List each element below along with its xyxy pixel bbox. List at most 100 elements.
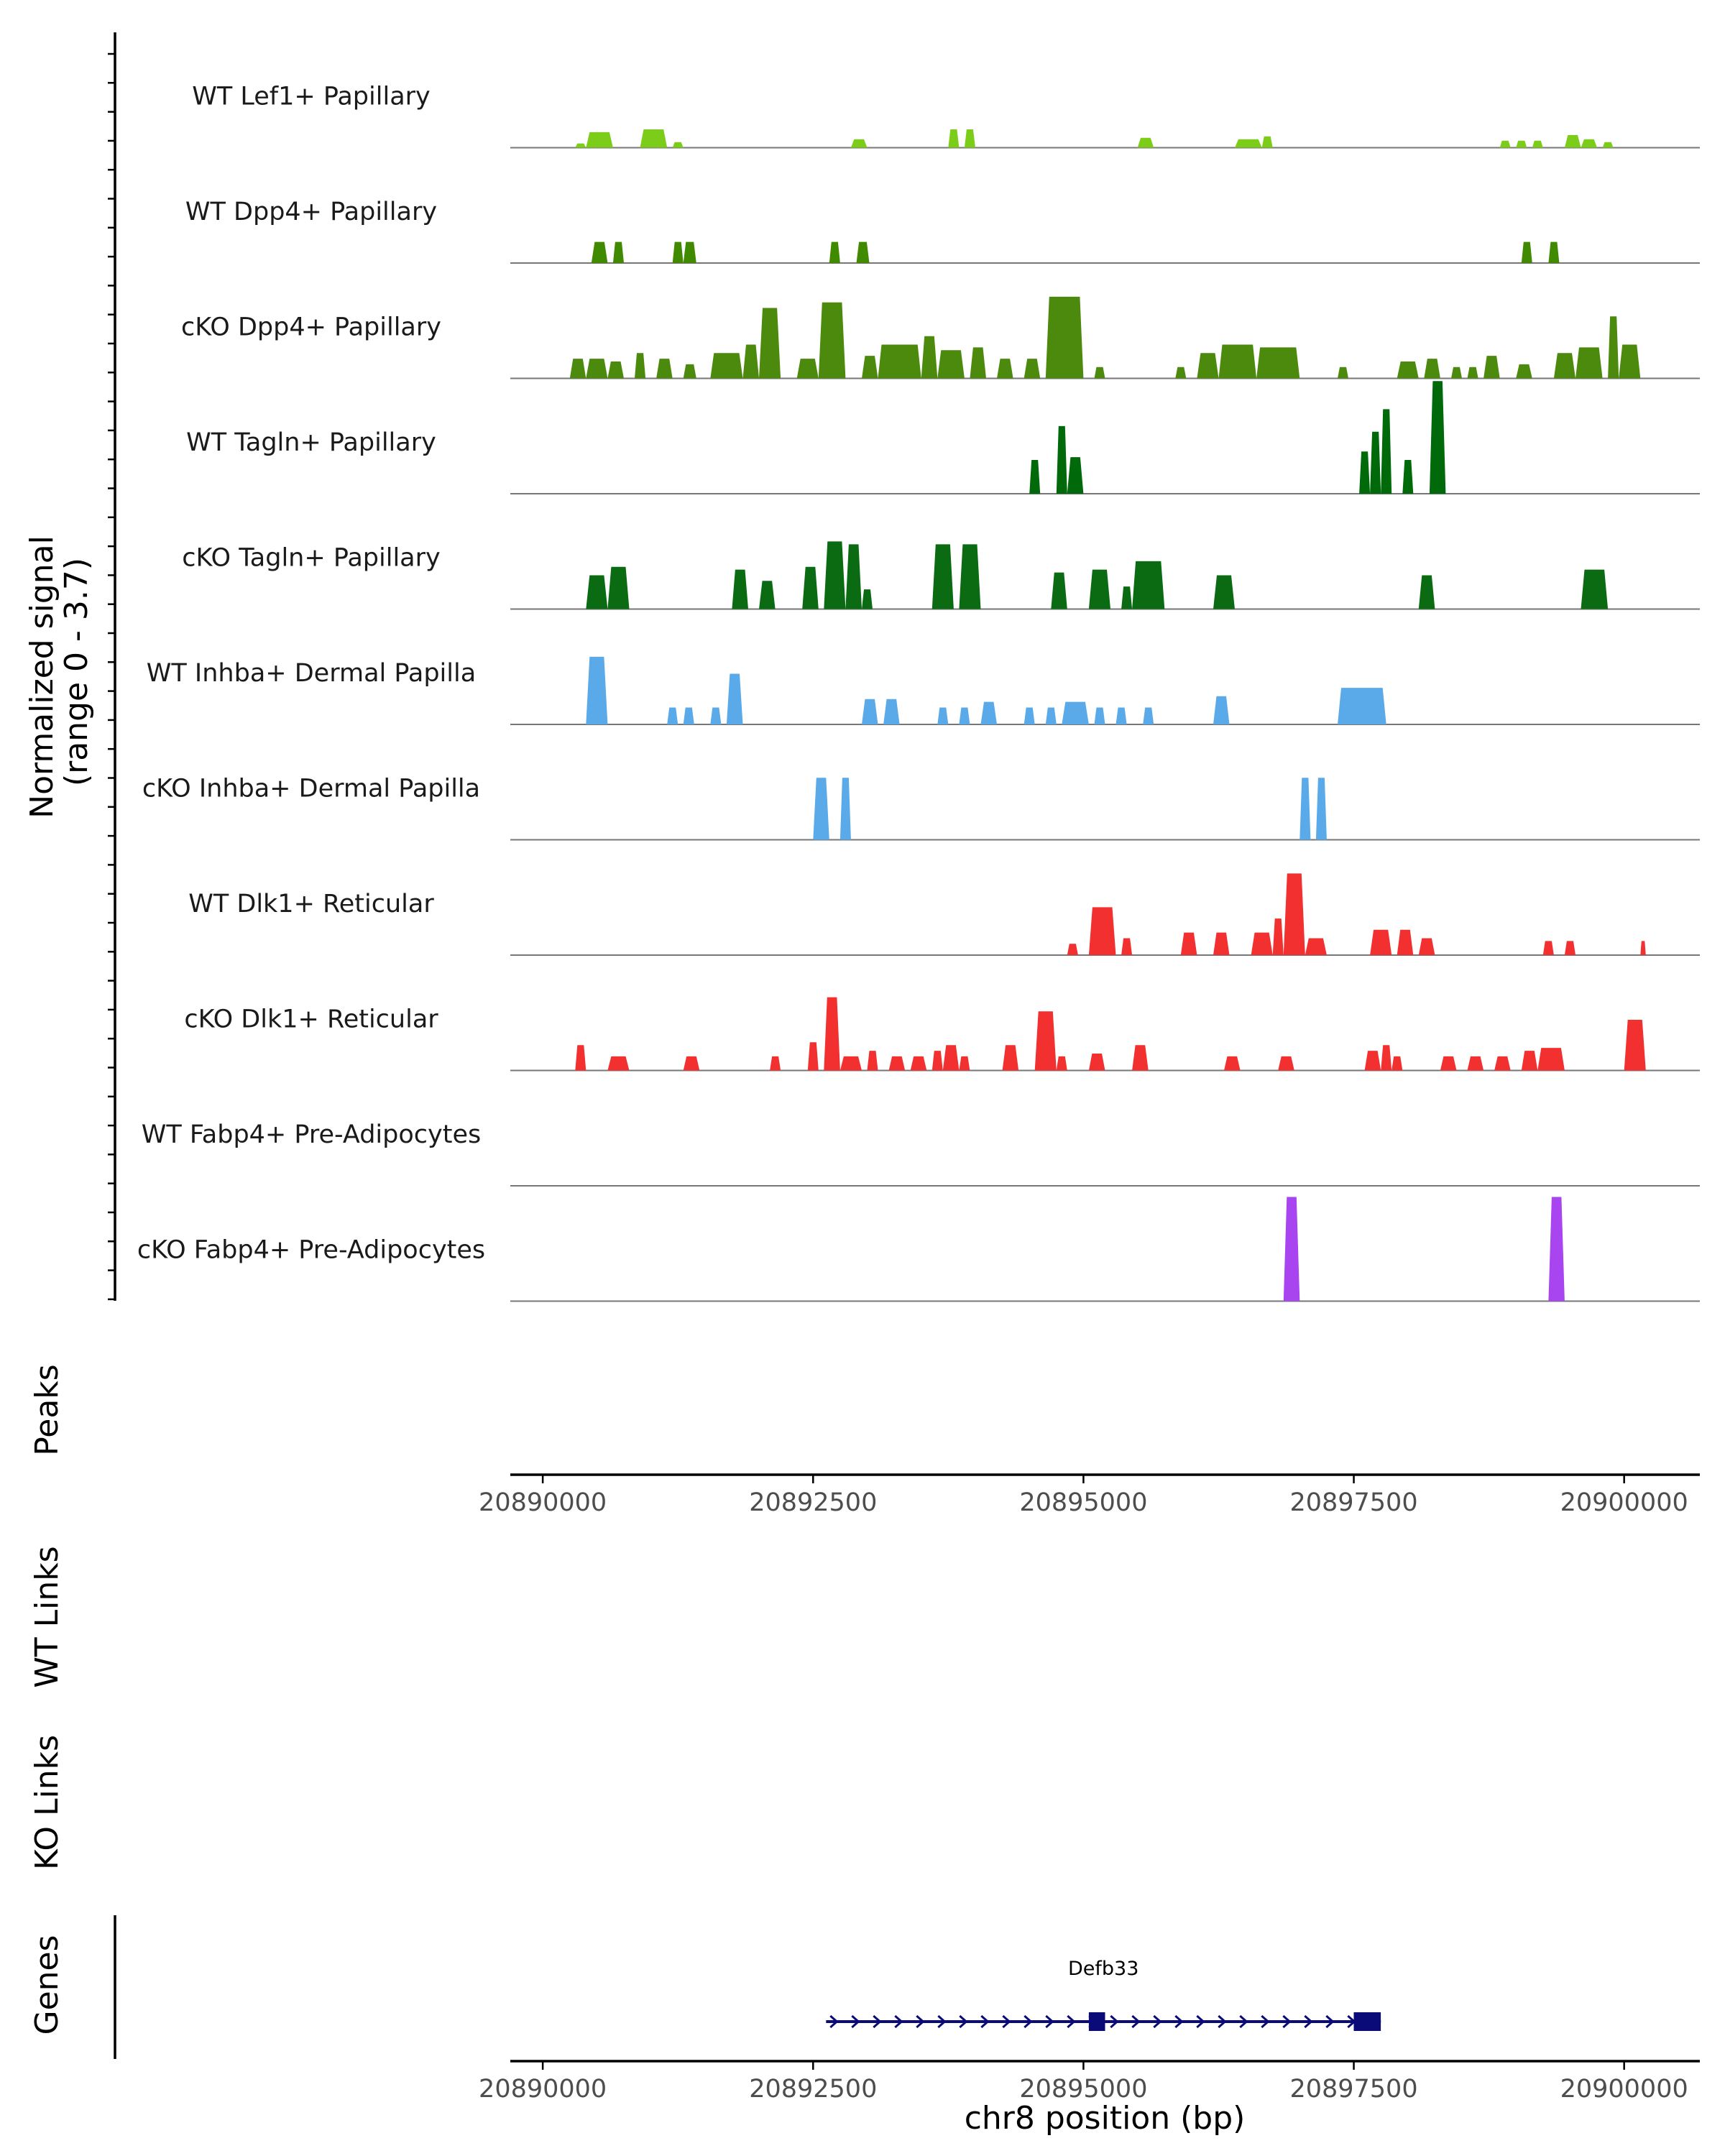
signal-peak	[970, 347, 986, 379]
signal-peak	[1548, 241, 1560, 263]
signal-peak	[1132, 1045, 1149, 1071]
track-label: cKO Inhba+ Dermal Papilla	[142, 775, 480, 803]
signal-peak	[1521, 241, 1532, 263]
signal-peak	[726, 673, 743, 724]
signal-peak	[910, 1056, 927, 1071]
signal-peak	[1213, 696, 1230, 724]
signal-peak	[796, 359, 819, 379]
signal-peak	[586, 656, 608, 724]
signal-peak	[1143, 707, 1154, 724]
signal-peak	[1235, 139, 1262, 148]
x-tick-label: 20890000	[479, 1488, 607, 1517]
signal-peak	[612, 241, 624, 263]
x-tick-label: 20897500	[1289, 2075, 1417, 2104]
signal-peak	[1088, 907, 1116, 955]
signal-peak	[1056, 425, 1067, 494]
signal-peak	[1418, 575, 1435, 609]
x-tick-label: 20892500	[749, 2075, 877, 2104]
signal-peak	[1467, 367, 1478, 379]
signal-peak	[1121, 938, 1133, 955]
signal-peak	[683, 364, 696, 379]
signal-peak	[1418, 938, 1435, 955]
signal-peak	[742, 344, 759, 379]
signal-peak	[888, 1056, 906, 1071]
signal-peak	[937, 350, 965, 379]
strand-arrow	[980, 2014, 990, 2029]
strand-arrow	[1024, 2014, 1033, 2029]
signal-peak	[1370, 431, 1381, 494]
signal-peak	[1338, 688, 1386, 724]
x-tick-label: 20900000	[1560, 1488, 1688, 1517]
signal-peak	[1359, 451, 1371, 494]
strand-arrow	[1282, 2014, 1292, 2029]
wt-links-panel-label: WT Links	[29, 1546, 65, 1687]
signal-peak	[1542, 941, 1554, 955]
signal-peak	[759, 308, 781, 379]
signal-peak	[813, 778, 829, 840]
signal-peak	[1516, 140, 1527, 148]
strand-arrow	[1131, 2014, 1141, 2029]
track-label: cKO Fabp4+ Pre-Adipocytes	[137, 1236, 485, 1265]
track-4: cKO Tagln+ Papillary	[182, 541, 1700, 610]
signal-peak	[1516, 364, 1532, 379]
signal-peak	[1024, 707, 1035, 724]
signal-peak	[1213, 575, 1235, 609]
track-label: WT Tagln+ Papillary	[186, 428, 436, 457]
track-label: cKO Dpp4+ Papillary	[181, 313, 441, 342]
x-tick-label: 20895000	[1019, 1488, 1147, 1517]
track-1: WT Dpp4+ Papillary	[185, 198, 1700, 264]
strand-arrow	[1110, 2014, 1119, 2029]
genes-panel-label: Genes	[29, 1935, 65, 2035]
signal-peak	[1088, 1054, 1105, 1071]
track-label: WT Lef1+ Papillary	[192, 83, 431, 111]
signal-peak	[840, 1056, 862, 1071]
x-tick-label: 20890000	[479, 2075, 607, 2104]
peaks-x-axis: 20890000 20892500 20895000 20897500 20900000	[479, 1473, 1700, 1517]
signal-peak	[932, 1051, 943, 1071]
strand-arrow	[894, 2014, 903, 2029]
signal-peak	[1300, 778, 1311, 840]
signal-peak	[1451, 367, 1462, 379]
gene-name-label: Defb33	[1068, 1958, 1138, 1980]
signal-peak	[1521, 1051, 1538, 1071]
strand-arrow	[1153, 2014, 1162, 2029]
signal-peak	[1364, 1051, 1381, 1071]
coverage-y-label: Normalized signal (range 0 - 3.7)	[24, 525, 95, 819]
signal-peak	[959, 544, 981, 609]
signal-peak	[1402, 460, 1414, 494]
x-tick-label: 20900000	[1560, 2075, 1688, 2104]
signal-peak	[878, 344, 921, 379]
signal-peak	[569, 359, 586, 379]
signal-peak	[1024, 359, 1041, 379]
signal-peak	[1370, 929, 1392, 955]
signal-peak	[921, 336, 938, 379]
signal-peak	[667, 707, 678, 724]
signal-peak	[1067, 457, 1084, 494]
signal-peak	[824, 997, 840, 1071]
signal-peak	[818, 302, 846, 379]
track-label: WT Dpp4+ Papillary	[185, 198, 437, 226]
signal-peak	[1424, 359, 1440, 379]
signal-peak	[770, 1056, 781, 1071]
track-7: WT Dlk1+ Reticular	[188, 873, 1700, 956]
signal-peak	[1197, 353, 1219, 379]
coverage-y-label-line1: Normalized signal	[24, 535, 60, 819]
track-6: cKO Inhba+ Dermal Papilla	[142, 775, 1700, 841]
x-tick-label: 20892500	[749, 1488, 877, 1517]
signal-peak	[683, 707, 694, 724]
signal-peak	[710, 707, 722, 724]
x-axis-title: chr8 position (bp)	[965, 2100, 1246, 2137]
gene-exon	[1088, 2012, 1105, 2031]
signal-peak	[1272, 918, 1284, 955]
signal-peak	[980, 701, 997, 724]
strand-arrow	[851, 2014, 860, 2029]
track-5: WT Inhba+ Dermal Papilla	[147, 656, 1700, 725]
signal-peak	[1537, 1048, 1565, 1071]
signal-peak	[1278, 1056, 1294, 1071]
track-2: cKO Dpp4+ Papillary	[181, 296, 1700, 379]
signal-peak	[1283, 1197, 1300, 1302]
strand-arrow	[1239, 2014, 1248, 2029]
gene-exon	[1353, 2012, 1381, 2031]
signal-peak	[959, 707, 970, 724]
